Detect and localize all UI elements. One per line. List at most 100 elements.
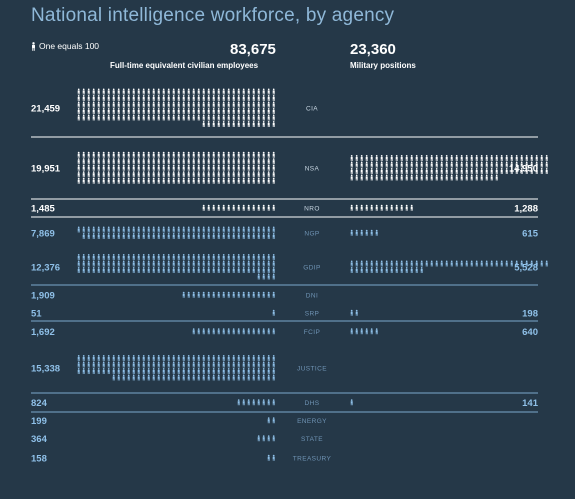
civilian-person-icon xyxy=(157,260,160,267)
civilian-person-icon xyxy=(137,233,140,239)
civilian-person-icon xyxy=(112,158,115,165)
civilian-person-icon xyxy=(117,254,120,260)
civilian-person-icon xyxy=(247,114,250,121)
military-person-icon xyxy=(435,161,438,168)
civilian-person-icon xyxy=(167,101,170,108)
civilian-person-icon xyxy=(257,328,260,335)
military-person-icon xyxy=(410,161,413,168)
civilian-person-icon xyxy=(242,151,245,158)
agency-label: SRP xyxy=(305,311,320,318)
civilian-person-icon xyxy=(202,368,205,374)
civilian-person-icon xyxy=(207,233,210,239)
civilian-person-icon xyxy=(132,233,135,239)
civilian-person-icon xyxy=(142,108,145,114)
civilian-person-icon xyxy=(212,101,215,108)
person-icon xyxy=(32,41,35,51)
civilian-person-icon xyxy=(267,260,270,267)
military-person-icon xyxy=(350,155,353,161)
military-person-icon xyxy=(480,161,483,168)
civilian-person-icon xyxy=(257,204,260,211)
military-person-icon xyxy=(540,168,543,174)
civilian-person-icon xyxy=(212,108,215,114)
civilian-person-icon xyxy=(232,95,235,101)
civilian-person-icon xyxy=(212,226,215,233)
civilian-person-icon xyxy=(157,177,160,184)
civilian-person-icon xyxy=(262,204,265,211)
civilian-person-icon xyxy=(122,114,125,121)
military-person-icon xyxy=(405,174,408,181)
military-person-icon xyxy=(430,155,433,161)
civilian-person-icon xyxy=(192,88,195,95)
civilian-person-icon xyxy=(152,260,155,267)
civilian-person-icon xyxy=(227,108,230,114)
civilian-person-icon xyxy=(217,114,220,121)
civilian-person-icon xyxy=(222,121,225,127)
civilian-person-icon xyxy=(272,435,275,442)
military-person-icon xyxy=(475,155,478,161)
civilian-person-icon xyxy=(112,171,115,178)
civilian-person-icon xyxy=(97,88,100,95)
military-person-icon xyxy=(495,168,498,174)
civilian-person-icon xyxy=(182,267,185,273)
military-person-icon xyxy=(360,260,363,267)
civilian-person-icon xyxy=(262,361,265,368)
civilian-person-icon xyxy=(232,233,235,239)
civilian-person-icon xyxy=(112,267,115,273)
civilian-person-icon xyxy=(137,101,140,108)
military-person-icon xyxy=(365,204,368,211)
civilian-person-icon xyxy=(102,368,105,374)
civilian-person-icon xyxy=(157,226,160,233)
civilian-person-icon xyxy=(262,291,265,298)
civilian-person-icon xyxy=(242,114,245,121)
civilian-person-icon xyxy=(272,177,275,184)
military-person-icon xyxy=(475,174,478,181)
civilian-person-icon xyxy=(157,108,160,114)
civilian-person-icon xyxy=(97,260,100,267)
civilian-person-icon xyxy=(272,226,275,233)
civilian-person-icon xyxy=(207,291,210,298)
civilian-person-icon xyxy=(172,177,175,184)
civilian-person-icon xyxy=(262,328,265,335)
civilian-person-icon xyxy=(82,171,85,178)
agency-label: JUSTICE xyxy=(297,366,327,373)
military-person-icon xyxy=(485,155,488,161)
civilian-person-icon xyxy=(237,164,240,171)
civilian-person-icon xyxy=(207,226,210,233)
civilian-person-icon xyxy=(267,233,270,239)
agency-row-cia: 21,459 CIA xyxy=(31,88,318,127)
civilian-person-icon xyxy=(272,101,275,108)
civilian-person-icon xyxy=(157,355,160,361)
military-person-icon xyxy=(385,204,388,211)
civilian-person-icon xyxy=(127,108,130,114)
civilian-person-icon xyxy=(232,254,235,260)
civilian-person-icon xyxy=(247,254,250,260)
civilian-person-icon xyxy=(132,164,135,171)
civilian-person-icon xyxy=(117,108,120,114)
civilian-person-icon xyxy=(177,267,180,273)
military-person-icon xyxy=(535,168,538,174)
civilian-person-icon xyxy=(187,374,190,381)
civilian-person-icon xyxy=(242,361,245,368)
civilian-person-icon xyxy=(127,114,130,121)
military-person-icon xyxy=(515,168,518,174)
civilian-person-icon xyxy=(252,233,255,239)
civilian-person-icon xyxy=(177,101,180,108)
military-person-icon xyxy=(485,260,488,267)
military-person-icon xyxy=(505,155,508,161)
agency-label: NRO xyxy=(304,206,320,213)
civilian-person-icon xyxy=(262,226,265,233)
civilian-person-icon xyxy=(247,164,250,171)
civilian-person-icon xyxy=(262,101,265,108)
civilian-person-icon xyxy=(267,114,270,121)
military-person-icon xyxy=(525,260,528,267)
civilian-person-icon xyxy=(267,204,270,211)
civilian-person-icon xyxy=(142,226,145,233)
civilian-person-icon xyxy=(152,267,155,273)
civilian-person-icon xyxy=(87,254,90,260)
civilian-person-icon xyxy=(207,374,210,381)
agency-label: GDIP xyxy=(303,265,321,272)
agency-row-treasury: 158 TREASURY xyxy=(31,454,331,465)
civilian-person-icon xyxy=(237,177,240,184)
military-person-icon xyxy=(365,155,368,161)
civilian-person-icon xyxy=(77,158,80,165)
